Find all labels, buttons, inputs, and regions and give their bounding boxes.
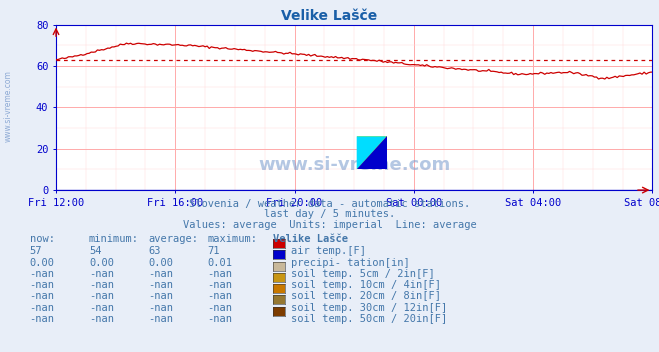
Text: -nan: -nan bbox=[30, 269, 55, 279]
Text: average:: average: bbox=[148, 234, 198, 244]
Text: www.si-vreme.com: www.si-vreme.com bbox=[258, 156, 450, 174]
Text: -nan: -nan bbox=[89, 314, 114, 324]
Text: 0.00: 0.00 bbox=[30, 258, 55, 268]
Text: soil temp. 30cm / 12in[F]: soil temp. 30cm / 12in[F] bbox=[291, 303, 447, 313]
Polygon shape bbox=[357, 136, 387, 169]
Text: -nan: -nan bbox=[30, 303, 55, 313]
Text: 0.01: 0.01 bbox=[208, 258, 233, 268]
Text: -nan: -nan bbox=[208, 314, 233, 324]
Text: soil temp. 50cm / 20in[F]: soil temp. 50cm / 20in[F] bbox=[291, 314, 447, 324]
Text: 63: 63 bbox=[148, 246, 161, 256]
Text: -nan: -nan bbox=[30, 314, 55, 324]
Text: -nan: -nan bbox=[148, 314, 173, 324]
Text: 54: 54 bbox=[89, 246, 101, 256]
Text: now:: now: bbox=[30, 234, 55, 244]
Text: soil temp. 20cm / 8in[F]: soil temp. 20cm / 8in[F] bbox=[291, 291, 441, 301]
Text: -nan: -nan bbox=[30, 280, 55, 290]
Text: 0.00: 0.00 bbox=[148, 258, 173, 268]
Text: -nan: -nan bbox=[208, 303, 233, 313]
Polygon shape bbox=[357, 136, 387, 169]
Text: -nan: -nan bbox=[89, 269, 114, 279]
Text: -nan: -nan bbox=[148, 269, 173, 279]
Text: -nan: -nan bbox=[208, 291, 233, 301]
Text: last day / 5 minutes.: last day / 5 minutes. bbox=[264, 209, 395, 219]
Text: soil temp. 5cm / 2in[F]: soil temp. 5cm / 2in[F] bbox=[291, 269, 434, 279]
Text: -nan: -nan bbox=[30, 291, 55, 301]
Text: precipi- tation[in]: precipi- tation[in] bbox=[291, 258, 409, 268]
Text: -nan: -nan bbox=[89, 291, 114, 301]
Text: air temp.[F]: air temp.[F] bbox=[291, 246, 366, 256]
Text: -nan: -nan bbox=[148, 291, 173, 301]
Text: Velike Lašče: Velike Lašče bbox=[281, 9, 378, 23]
Text: -nan: -nan bbox=[89, 280, 114, 290]
Text: 0.00: 0.00 bbox=[89, 258, 114, 268]
Text: -nan: -nan bbox=[208, 269, 233, 279]
Text: minimum:: minimum: bbox=[89, 234, 139, 244]
Text: -nan: -nan bbox=[89, 303, 114, 313]
Text: Values: average  Units: imperial  Line: average: Values: average Units: imperial Line: av… bbox=[183, 220, 476, 230]
Text: -nan: -nan bbox=[208, 280, 233, 290]
Text: -nan: -nan bbox=[148, 280, 173, 290]
Text: Velike Lašče: Velike Lašče bbox=[273, 234, 349, 244]
Text: maximum:: maximum: bbox=[208, 234, 258, 244]
FancyBboxPatch shape bbox=[357, 136, 387, 169]
Text: 57: 57 bbox=[30, 246, 42, 256]
Text: -nan: -nan bbox=[148, 303, 173, 313]
Text: 71: 71 bbox=[208, 246, 220, 256]
Text: www.si-vreme.com: www.si-vreme.com bbox=[4, 70, 13, 142]
Text: Slovenia / weather data - automatic stations.: Slovenia / weather data - automatic stat… bbox=[189, 199, 470, 209]
Text: soil temp. 10cm / 4in[F]: soil temp. 10cm / 4in[F] bbox=[291, 280, 441, 290]
